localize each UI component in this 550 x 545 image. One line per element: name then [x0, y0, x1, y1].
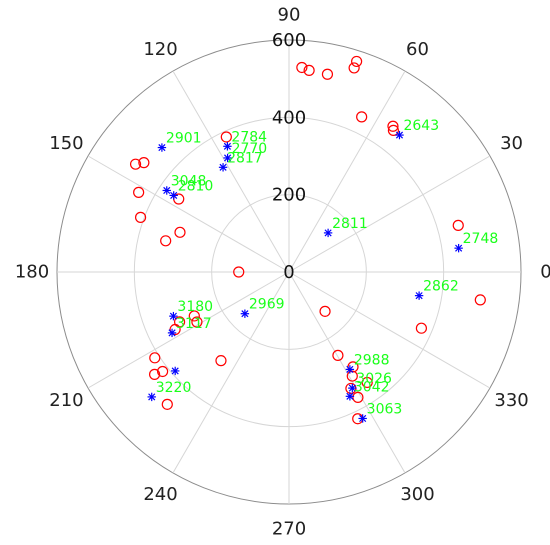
- radius-tick-label: 200: [272, 185, 306, 206]
- blue-asterisk-point: [169, 311, 178, 321]
- angle-tick-label: 240: [143, 484, 177, 505]
- spoke-30: [288, 155, 491, 273]
- point-label: 2901: [166, 131, 202, 147]
- point-label: 3048: [171, 173, 207, 189]
- red-circle-point: [348, 62, 360, 74]
- point-label: 2810: [178, 178, 214, 194]
- point-label: 2988: [354, 352, 390, 368]
- red-circle-point: [332, 349, 344, 361]
- radius-tick-label: 600: [272, 30, 306, 51]
- polar-grid: [56, 39, 522, 505]
- blue-asterisk-point: [414, 291, 424, 300]
- point-label: 3042: [354, 379, 390, 395]
- spoke-120: [172, 70, 290, 273]
- blue-asterisk-point: [167, 328, 177, 338]
- angle-tick-label: 270: [272, 519, 306, 540]
- blue-asterisk-point: [345, 365, 355, 374]
- red-circle-point: [319, 305, 331, 317]
- blue-asterisk-point: [162, 186, 171, 195]
- point-label: 2862: [423, 279, 459, 295]
- spoke-240: [172, 271, 290, 474]
- blue-asterisk-point: [395, 130, 404, 140]
- point-label: 2643: [403, 118, 439, 134]
- point-label: 2748: [463, 231, 499, 247]
- point-label: 3026: [356, 371, 392, 387]
- angle-tick-label: 120: [143, 39, 177, 60]
- angle-tick-label: 210: [49, 390, 83, 411]
- point-label: 2817: [227, 150, 263, 166]
- point-label: 3063: [367, 401, 403, 417]
- angle-tick-label: 0: [540, 262, 550, 283]
- blue-asterisk-point: [454, 243, 463, 253]
- red-circle-point: [160, 235, 172, 247]
- red-circle-point: [148, 368, 161, 380]
- point-label: 3117: [176, 316, 212, 332]
- red-circle-point: [321, 68, 334, 80]
- red-circle-point: [220, 131, 232, 143]
- red-circle-point: [352, 391, 364, 403]
- point-label: 2770: [232, 141, 268, 157]
- red-circle-point: [129, 158, 142, 170]
- red-circle-point: [387, 120, 399, 132]
- blue-asterisk-point: [345, 392, 355, 401]
- point-label: 2784: [231, 129, 267, 145]
- red-circle-point: [169, 323, 181, 336]
- blue-asterisk-point: [218, 163, 228, 172]
- blue-asterisk-point: [240, 309, 250, 318]
- spoke-60: [288, 70, 406, 273]
- spoke-210: [87, 271, 290, 389]
- radius-tick-label: 0: [283, 262, 294, 283]
- red-circle-point: [161, 398, 173, 410]
- spoke-150: [87, 155, 290, 273]
- blue-asterisk-point: [169, 191, 178, 200]
- blue-asterisk-point: [170, 366, 180, 376]
- red-circle-point: [474, 294, 486, 306]
- red-circle-point: [415, 322, 428, 334]
- angle-labels: 0 30 60 90 120 150 180 210 240 270 300 330: [15, 5, 550, 540]
- angle-tick-label: 30: [500, 133, 523, 154]
- red-circle-point: [134, 211, 147, 223]
- red-circle-point: [215, 355, 227, 367]
- red-circle-point: [387, 124, 400, 136]
- red-circle-point: [149, 352, 161, 364]
- point-label: 2969: [249, 297, 285, 313]
- red-circle-point: [191, 316, 203, 328]
- spoke-330: [288, 271, 491, 389]
- blue-asterisk-point: [157, 143, 167, 152]
- red-circle-point: [351, 55, 363, 68]
- angle-tick-label: 180: [15, 262, 49, 283]
- blue-asterisk-point: [358, 414, 367, 423]
- radius-labels: 0 200 400 600: [272, 30, 306, 283]
- red-circle-point: [303, 64, 315, 76]
- red-circle-point: [452, 219, 464, 231]
- red-circle-point: [233, 266, 245, 278]
- angle-tick-label: 150: [49, 133, 83, 154]
- angle-tick-label: 330: [494, 390, 528, 411]
- point-label: 3220: [156, 380, 192, 396]
- red-circle-point: [296, 61, 308, 74]
- angle-tick-label: 300: [400, 484, 434, 505]
- blue-asterisk-point: [223, 142, 232, 151]
- blue-asterisk-point: [147, 392, 156, 402]
- red-circle-point: [174, 226, 186, 238]
- red-circle-point: [356, 111, 368, 123]
- blue-asterisk-point: [323, 228, 333, 238]
- angle-tick-label: 60: [406, 39, 429, 60]
- angle-tick-label: 90: [278, 5, 301, 26]
- blue-asterisk-series: [147, 130, 463, 423]
- point-label: 3180: [177, 299, 213, 315]
- blue-asterisk-point: [348, 383, 357, 393]
- red-circle-point: [361, 376, 373, 389]
- blue-asterisk-point: [223, 153, 232, 163]
- red-circle-point: [156, 365, 169, 378]
- point-label: 2811: [332, 216, 368, 232]
- red-circle-point: [188, 310, 200, 322]
- red-circle-point: [133, 186, 145, 198]
- radius-tick-label: 400: [272, 107, 306, 128]
- red-circle-point: [138, 157, 150, 169]
